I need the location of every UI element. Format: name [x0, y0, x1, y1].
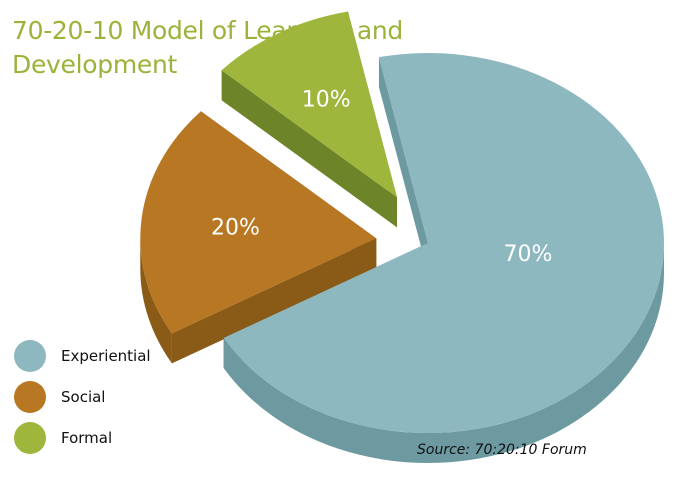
legend-label-experiential: Experiential	[61, 347, 151, 365]
slice-face-experiential-0	[378, 57, 428, 274]
legend-item-experiential: Experiential	[14, 338, 214, 372]
legend-swatch-social	[14, 381, 46, 413]
legend-item-formal: Formal	[14, 420, 214, 454]
slice-formal	[221, 11, 397, 198]
slice-side-experiential	[223, 243, 664, 463]
slice-social	[140, 111, 377, 334]
slice-labels: 70% 20% 10%	[211, 88, 552, 267]
legend: Experiential Social Formal	[14, 338, 214, 461]
slice-label-social: 20%	[211, 215, 260, 240]
legend-swatch-formal	[14, 422, 46, 454]
legend-swatch-experiential	[14, 340, 46, 372]
slice-face-social-0	[171, 238, 377, 364]
source-note: Source: 70:20:10 Forum	[417, 442, 587, 458]
slice-experiential	[223, 52, 665, 433]
legend-item-social: Social	[14, 379, 214, 413]
slice-tops	[140, 11, 665, 433]
legend-label-social: Social	[61, 388, 106, 406]
legend-label-formal: Formal	[61, 429, 113, 447]
slice-face-formal-0	[221, 70, 397, 228]
slice-label-formal: 10%	[302, 88, 351, 113]
slice-label-experiential: 70%	[504, 242, 553, 267]
slice-side-social	[140, 238, 172, 364]
